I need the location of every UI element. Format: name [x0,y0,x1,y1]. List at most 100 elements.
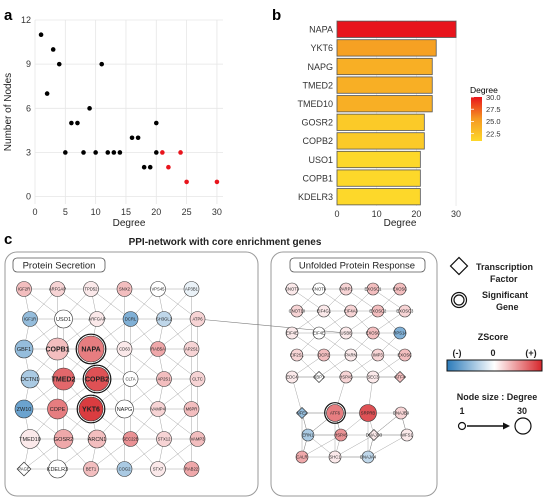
network-node-significant-ring [75,333,107,365]
network-node-tf [312,370,326,384]
network-node [393,282,407,296]
scatter-y-label: Number of Nodes [3,73,14,151]
network-node-label: DCTN1 [21,377,39,383]
network-node-significant-ring [324,402,346,424]
ppi-network: PPI-network with core enrichment genes P… [4,237,543,497]
network-node [115,399,134,419]
protein-secretion-title: Protein Secretion [23,261,96,272]
network-node [183,461,200,477]
bar-category-label: COPB1 [302,173,333,183]
network-node-label: PARP1 [339,286,353,291]
network-node [344,348,358,362]
network-node-label: CLTA [125,376,135,381]
network-node-label: GBF1 [17,347,31,353]
network-node-label: COPE [50,407,66,413]
tf-legend-label-2: Factor [490,274,518,284]
scatter-point [111,150,117,155]
network-node [326,404,344,422]
bar-category-label: YKT6 [310,43,333,53]
network-node-label: ERN1 [302,432,314,437]
scatter-x-tick-label: 30 [212,207,222,217]
scatter-point [117,150,123,155]
network-node [317,304,331,318]
network-node-label: EXOSC [393,286,408,291]
network-node [122,311,139,327]
network-node-label: ZW10 [17,407,32,413]
network-node-label: EXOSC1 [365,286,383,291]
network-node [14,399,34,419]
colorbar-tick-label: 30.0 [486,93,501,102]
bar-x-tick-label: 10 [372,209,382,219]
node-size-large [514,417,532,435]
scatter-point [178,150,183,155]
network-node-label: GOSR2 [54,437,73,443]
network-node [189,311,206,327]
network-node-label: CNOT3 [285,286,300,291]
network-node [334,428,348,442]
network-node [359,404,377,422]
network-node-label: VAMP3 [191,436,206,441]
network-node-label: COG2 [119,466,132,471]
scatter-x-tick-label: 15 [121,207,131,217]
network-node-label: DCP2 [318,352,330,357]
network-node-label: VPS45 [151,286,165,291]
network-node-label: EDC4 [286,374,298,379]
node-size-arrowhead [503,422,510,430]
network-legend: Transcription Factor Significant Gene ZS… [446,256,543,435]
network-node [183,281,200,297]
network-node [16,281,32,297]
bar-x-tick-label: 0 [334,209,339,219]
network-node-label: RAB22 [185,466,199,471]
network-node-label: HSPA5 [339,374,353,379]
network-node [189,371,206,387]
network-node [366,282,380,296]
network-node [84,366,110,392]
scatter-point [141,164,147,170]
scatter-y-tick-label: 12 [21,15,31,25]
bar-category-label: NAPG [307,62,333,72]
degree-colorbar-ticks: 30.0 27.5 25.0 22.5 [471,93,501,138]
network-edge [157,318,198,350]
network-node-label: VAMP4 [151,406,166,411]
network-node [301,428,315,442]
network-node-label: ATF4 [395,374,406,379]
network-node-label: PARN [345,352,356,357]
network-node-label: KDELR3 [47,467,68,473]
network-node [89,311,105,327]
bar-category-label: TMED2 [302,80,333,90]
bar-category-label: TMED10 [297,99,333,109]
network-edge [345,310,378,334]
network-node [116,461,133,477]
node-size-small [457,421,467,431]
network-node-label: EXOSC [398,352,413,357]
network-edge [345,354,378,378]
degree-legend-title: Degree [470,85,498,95]
network-node-label: RPS14 [393,330,407,335]
scatter-x-tick-label: 20 [151,207,161,217]
network-node [83,281,99,297]
network-node-label: USB8 [341,330,353,335]
bar [336,76,433,94]
network-node-tf [393,370,407,384]
scatter-plot-area [35,20,223,204]
network-node [393,326,407,340]
network-node-significant-ring [76,394,106,424]
scatter-y-tick-label: 0 [26,192,31,202]
scatter-y-tick-label: 6 [26,103,31,113]
network-node-label: SH3GL2 [156,316,173,321]
network-edge [367,434,408,458]
network-node-label: TMED2 [52,376,76,383]
network-node [366,370,380,384]
network-node-label: EXOSC3 [396,308,414,313]
network-node-label: SRPRB [361,410,376,415]
bar [336,150,421,169]
network-node [150,461,166,477]
scatter-point [147,164,153,170]
network-node [328,450,342,464]
network-node-label: CD63 [119,346,130,351]
bar-category-label: COPB2 [302,136,333,146]
network-node-label: COPB1 [45,346,69,353]
scatter-y-tick-label: 9 [26,59,31,69]
network-node [116,281,133,297]
network-node-label: IGF1R [24,316,36,321]
